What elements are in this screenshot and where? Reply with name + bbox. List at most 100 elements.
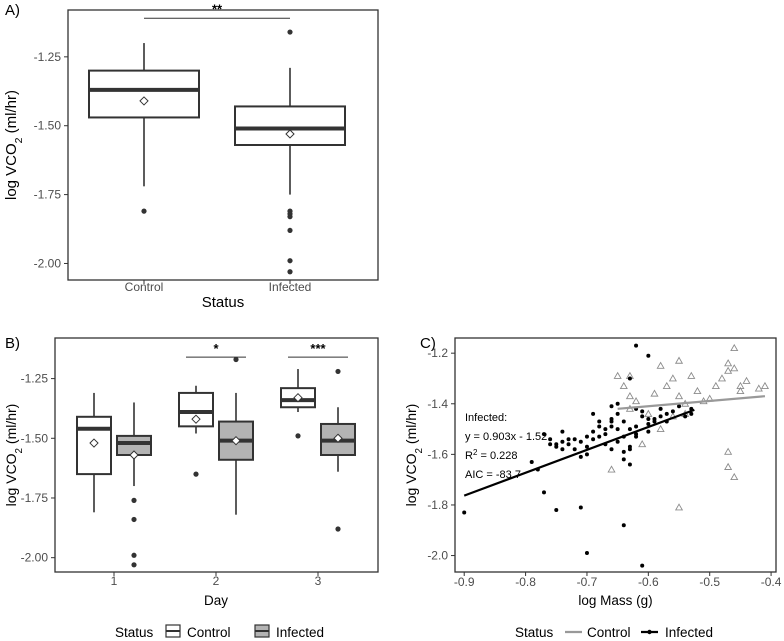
data-point-control <box>730 472 739 481</box>
legend-key-point-infected <box>647 629 652 635</box>
y-title-unit: (ml/hr) <box>3 90 20 138</box>
data-point-infected <box>548 442 553 447</box>
data-point-infected <box>658 414 663 419</box>
data-point-infected <box>621 523 626 528</box>
data-point-infected <box>603 427 608 432</box>
x-tick-label: Infected <box>269 280 312 294</box>
y-title-unit: (ml/hr) <box>403 404 419 448</box>
y-axis-title: log VCO2 (ml/hr) <box>3 90 25 200</box>
data-point-infected <box>627 376 632 381</box>
box-mean-marker <box>89 438 99 448</box>
data-point-infected <box>578 505 583 510</box>
y-title-main: log VCO <box>403 453 419 506</box>
data-point-infected <box>621 457 626 462</box>
data-point-control <box>668 374 677 382</box>
data-point-infected <box>541 490 546 495</box>
annotation-equation: y = 0.903x - 1.52 <box>465 431 547 443</box>
box-outlier-point <box>295 433 301 439</box>
data-point-infected <box>560 429 565 434</box>
box-mean-marker <box>139 96 149 106</box>
plot-frame <box>67 9 379 281</box>
panel-a: A) -1.25 -1.50 -1.75 -2.00 Control Infected ** S… <box>3 1 379 311</box>
data-point-infected <box>689 411 694 416</box>
data-point-control <box>724 447 733 455</box>
data-point-infected <box>529 459 534 464</box>
legend-label: Infected <box>665 625 713 640</box>
x-tick-label: -0.6 <box>638 575 659 589</box>
box-mean-marker <box>285 129 295 139</box>
data-point-infected <box>560 447 565 452</box>
data-point-control <box>656 424 665 432</box>
data-point-infected <box>634 424 639 429</box>
x-tick-label: 3 <box>315 574 322 588</box>
data-point-infected <box>615 427 620 432</box>
y-tick-label: -1.2 <box>427 346 448 360</box>
data-point-infected <box>560 439 565 444</box>
x-tick-label: Control <box>125 280 164 294</box>
legend-title: Status <box>115 625 154 640</box>
data-point-infected <box>621 449 626 454</box>
data-point-infected <box>646 353 651 358</box>
data-point-control <box>613 371 622 379</box>
data-point-infected <box>584 452 589 457</box>
box-mean-marker <box>333 433 343 443</box>
significance-label: *** <box>310 341 326 356</box>
data-point-infected <box>591 429 596 434</box>
data-point-infected <box>615 439 620 444</box>
box-outlier-point <box>287 227 293 234</box>
data-point-infected <box>634 432 639 437</box>
data-point-infected <box>597 424 602 429</box>
data-point-infected <box>664 411 669 416</box>
data-point-control <box>760 381 770 389</box>
panel-label-c: C) <box>420 335 436 352</box>
data-point-infected <box>584 444 589 449</box>
data-point-control <box>631 397 641 405</box>
data-point-infected <box>615 411 620 416</box>
data-point-infected <box>627 447 632 452</box>
y-tick-label: -1.75 <box>34 188 62 202</box>
data-point-infected <box>597 419 602 424</box>
data-point-control <box>736 381 745 389</box>
box-outlier-point <box>131 552 137 558</box>
y-tick-label: -1.4 <box>427 397 448 411</box>
data-point-infected <box>652 416 657 421</box>
data-point-control <box>724 359 733 367</box>
y-tick-label: -1.25 <box>21 372 49 386</box>
box-mean-marker <box>231 435 241 446</box>
data-point-control <box>693 386 702 395</box>
x-tick-label: -0.5 <box>699 575 720 589</box>
data-point-infected <box>541 432 546 437</box>
data-point-control <box>625 391 634 400</box>
box-mean-marker <box>293 392 303 403</box>
box-outlier-point <box>287 214 293 220</box>
annotation-r2: R2 = 0.228 <box>465 448 517 463</box>
y-title-unit: (ml/hr) <box>3 404 19 448</box>
data-point-infected <box>640 563 645 568</box>
x-axis-title: Day <box>204 593 228 608</box>
data-point-infected <box>634 343 639 348</box>
data-point-infected <box>640 414 645 419</box>
data-point-infected <box>609 424 614 429</box>
data-point-infected <box>609 447 614 452</box>
legend-label: Control <box>187 625 231 640</box>
x-tick-label: -0.8 <box>515 575 536 589</box>
data-point-infected <box>670 409 675 414</box>
y-title-subscript: 2 <box>414 448 425 453</box>
data-point-control <box>724 366 733 374</box>
y-tick-label: -1.75 <box>21 491 49 505</box>
data-point-control <box>742 376 751 384</box>
panel-label-a: A) <box>5 2 20 19</box>
data-point-infected <box>566 437 571 442</box>
data-point-control <box>730 343 739 352</box>
panel-c: C)-1.2 -1.4 -1.6 -1.8 -2.0 -0.9 -0.8 -0.7 -0.6 -0… <box>403 335 782 608</box>
x-axis-title: log Mass (g) <box>578 593 652 608</box>
y-tick-label: -1.50 <box>21 431 49 445</box>
fit-line-infected <box>463 408 695 497</box>
data-point-control <box>662 381 671 389</box>
annotation-r2-r2_value: = 0.228 <box>477 450 517 462</box>
y-title-subscript: 2 <box>13 137 25 143</box>
x-axis-title: Status <box>202 294 245 311</box>
data-point-control <box>754 384 763 392</box>
